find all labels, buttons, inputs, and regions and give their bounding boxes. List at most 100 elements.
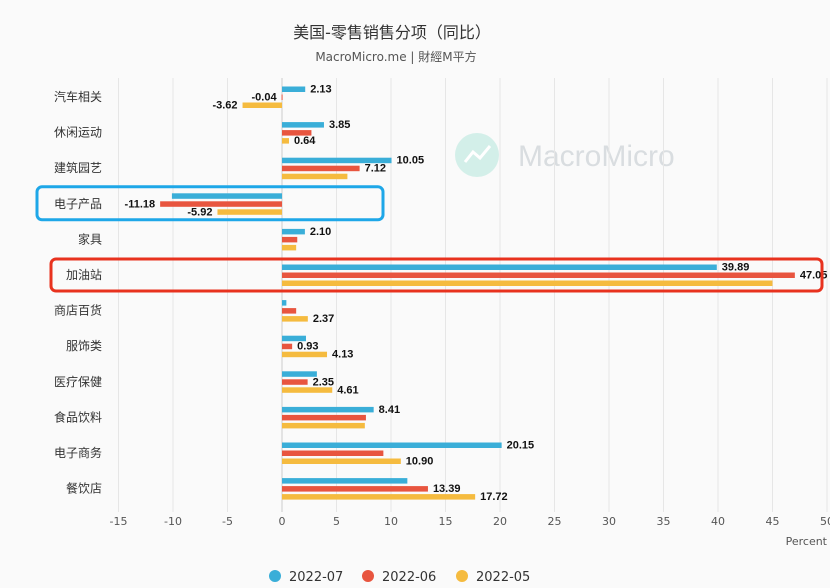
- category-label: 家具: [78, 231, 102, 246]
- x-tick-label: 0: [279, 515, 286, 528]
- bar-2022-07: [282, 122, 324, 128]
- chart-title: 美国-零售销售分项（同比）: [293, 23, 491, 42]
- data-label: 20.15: [507, 440, 535, 452]
- bar-2022-05: [282, 173, 348, 180]
- category-label: 加油站: [66, 268, 102, 282]
- bar-2022-06: [160, 201, 282, 207]
- data-label: 17.72: [480, 491, 508, 503]
- bar-2022-06: [282, 308, 297, 314]
- x-tick-label: 30: [602, 515, 616, 528]
- bar-2022-05: [242, 102, 282, 108]
- legend-item-2022-05[interactable]: 2022-05: [456, 570, 530, 585]
- bar-2022-05: [282, 316, 308, 322]
- bar-2022-06: [282, 130, 312, 136]
- bar-2022-07: [282, 300, 287, 306]
- x-axis-label: Percent: [786, 535, 828, 548]
- data-label: 0.64: [294, 135, 316, 147]
- legend-item-2022-06[interactable]: 2022-06: [362, 570, 436, 585]
- data-label: 10.90: [406, 456, 434, 468]
- category-label: 建筑园艺: [54, 160, 102, 175]
- bar-2022-07: [282, 371, 317, 377]
- highlight-box: [49, 257, 824, 293]
- bar-2022-07: [171, 193, 282, 199]
- bar-2022-06: [282, 450, 384, 456]
- bar-2022-07: [282, 86, 306, 92]
- bar-2022-06: [282, 379, 308, 385]
- bar-2022-05: [217, 209, 282, 215]
- bar-2022-07: [282, 335, 306, 342]
- data-label: 0.93: [297, 341, 318, 353]
- data-label: 10.05: [397, 155, 425, 167]
- category-label: 电子商务: [54, 445, 102, 460]
- highlight-box: [35, 185, 385, 222]
- category-label: 商店百货: [54, 303, 102, 318]
- bar-2022-05: [282, 244, 297, 251]
- bar-2022-05: [282, 494, 476, 500]
- bar-2022-07: [282, 264, 717, 270]
- bar-2022-06: [282, 236, 298, 243]
- x-tick-label: 15: [439, 515, 453, 528]
- category-label: 餐饮店: [66, 481, 102, 496]
- bar-2022-05: [282, 422, 365, 429]
- bar-2022-06: [282, 343, 293, 350]
- bar-2022-06: [282, 165, 360, 172]
- data-label: -0.04: [251, 92, 277, 104]
- data-label: 2.37: [313, 313, 334, 325]
- data-label: 3.85: [329, 119, 350, 131]
- legend-marker: [456, 570, 468, 582]
- data-label: 13.39: [433, 483, 461, 495]
- bar-2022-05: [282, 387, 333, 393]
- data-label: 7.12: [365, 163, 386, 175]
- data-label: -3.62: [212, 100, 237, 112]
- x-tick-label: 40: [711, 515, 725, 528]
- watermark-text: MacroMicro: [518, 140, 675, 173]
- x-tick-label: -5: [222, 515, 233, 528]
- data-label: 4.61: [337, 384, 358, 396]
- x-tick-label: 25: [548, 515, 562, 528]
- legend-label: 2022-05: [476, 570, 530, 585]
- watermark: MacroMicro: [455, 133, 675, 177]
- bar-2022-07: [282, 157, 392, 164]
- bar-2022-06: [282, 414, 366, 421]
- bar-2022-05: [282, 138, 289, 144]
- category-label: 食品饮料: [54, 409, 102, 424]
- data-label: 8.41: [379, 404, 400, 416]
- category-label: 休闲运动: [54, 126, 102, 140]
- bar-2022-07: [282, 478, 408, 484]
- bar-2022-06: [281, 94, 283, 100]
- x-tick-label: 10: [384, 515, 398, 528]
- x-tick-label: 35: [657, 515, 671, 528]
- data-label: 2.13: [310, 84, 331, 96]
- x-tick-label: 5: [333, 515, 340, 528]
- legend-item-2022-07[interactable]: 2022-07: [269, 570, 343, 585]
- data-label: 4.13: [332, 349, 353, 361]
- category-label: 汽车相关: [54, 89, 102, 104]
- bar-2022-07: [282, 406, 374, 413]
- bar-2022-05: [282, 280, 773, 286]
- data-label: -11.18: [125, 198, 156, 210]
- bar-2022-06: [282, 486, 428, 492]
- legend-marker: [362, 570, 374, 582]
- data-label: -5.92: [187, 206, 212, 218]
- data-label: 39.89: [722, 262, 750, 274]
- legend-marker: [269, 570, 281, 582]
- bar-2022-06: [282, 272, 795, 278]
- category-label: 服饰类: [66, 339, 102, 353]
- x-tick-label: 20: [493, 515, 507, 528]
- bar-2022-05: [282, 458, 401, 464]
- category-label: 医疗保健: [54, 375, 102, 389]
- legend-label: 2022-07: [289, 570, 343, 585]
- x-tick-label: -10: [164, 515, 182, 528]
- watermark-logo-line: [463, 145, 492, 163]
- data-label: 2.35: [313, 376, 334, 388]
- bar-2022-07: [282, 228, 305, 235]
- data-label: 47.05: [800, 270, 828, 282]
- x-tick-label: 50: [820, 515, 830, 528]
- bar-2022-07: [282, 442, 502, 448]
- category-label: 电子产品: [54, 197, 102, 211]
- x-tick-label: -15: [110, 515, 128, 528]
- data-label: 2.10: [310, 226, 331, 238]
- bar-2022-05: [282, 351, 328, 358]
- x-tick-label: 45: [766, 515, 780, 528]
